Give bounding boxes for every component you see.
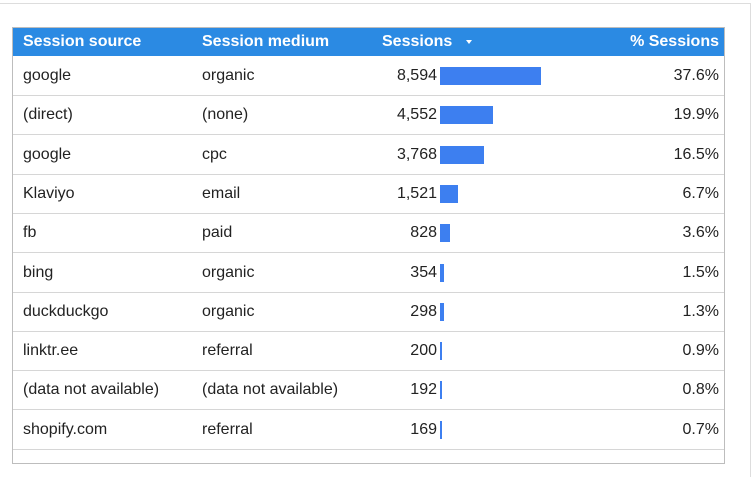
percent-sessions: 1.5%	[682, 263, 719, 281]
sessions: 1,521	[396, 184, 437, 202]
session-source: (direct)	[23, 106, 73, 124]
table-row: shopify.com referral 169 0.7%	[13, 410, 724, 450]
session-source: Klaviyo	[23, 184, 75, 202]
table-row: linktr.ee referral 200 0.9%	[13, 331, 724, 372]
session-source: google	[23, 145, 72, 163]
table: Session source Session medium Sessions %…	[12, 27, 725, 464]
percent-sessions: 3.6%	[682, 224, 719, 242]
session-medium: paid	[202, 224, 233, 242]
sessions-bar	[440, 263, 445, 282]
session-medium: referral	[202, 342, 253, 360]
session-source: google	[23, 67, 72, 84]
table-row: duckduckgo organic 298 1.3%	[13, 292, 724, 332]
table-row: fb paid 828 3.6%	[13, 213, 724, 254]
session-medium: cpc	[202, 145, 227, 163]
sessions: 8,594	[396, 67, 437, 84]
session-medium: organic	[202, 263, 255, 281]
sessions-bar	[440, 381, 443, 400]
percent-sessions: 6.7%	[682, 184, 719, 202]
sessions-bar	[440, 342, 443, 361]
sessions-bar	[440, 302, 444, 321]
table-header: Session source Session medium Sessions %…	[13, 28, 724, 56]
column-header[interactable]: Sessions	[382, 33, 453, 50]
session-medium: organic	[202, 67, 255, 84]
session-medium: (data not available)	[202, 381, 339, 399]
percent-sessions: 0.8%	[682, 381, 719, 399]
table-row: Klaviyo email 1,521 6.7%	[13, 174, 724, 214]
sessions-bar	[440, 420, 442, 439]
session-medium: email	[202, 184, 241, 202]
percent-sessions: 1.3%	[682, 302, 719, 320]
sessions: 4,552	[396, 106, 437, 124]
column-header[interactable]: Session source	[23, 33, 142, 50]
sessions-bar	[440, 224, 450, 243]
sessions: 169	[410, 420, 437, 438]
percent-sessions: 37.6%	[673, 67, 719, 84]
percent-sessions: 16.5%	[673, 145, 719, 163]
sessions-bar	[440, 184, 458, 203]
table-row: (direct) (none) 4,552 19.9%	[13, 95, 724, 136]
percent-sessions: 0.9%	[682, 342, 719, 360]
sessions: 200	[410, 342, 437, 360]
sessions: 192	[410, 381, 437, 399]
table-row: google cpc 3,768 16.5%	[13, 135, 724, 175]
sessions: 354	[410, 263, 437, 281]
sort-arrow[interactable]	[465, 38, 473, 46]
percent-sessions: 0.7%	[682, 420, 719, 438]
column-header[interactable]: Session medium	[202, 33, 330, 50]
sessions-bar	[440, 145, 485, 164]
session-source: fb	[23, 224, 37, 242]
sessions: 828	[410, 224, 437, 242]
table-row: google organic 8,594 37.6%	[13, 56, 724, 96]
sessions: 3,768	[396, 145, 437, 163]
session-source: (data not available)	[23, 381, 160, 399]
session-medium: organic	[202, 302, 255, 320]
sessions-bar	[440, 106, 494, 125]
session-source: bing	[23, 263, 54, 281]
frame	[0, 3, 751, 477]
sessions-bar	[440, 67, 541, 85]
session-medium: (none)	[202, 106, 249, 124]
sessions: 298	[410, 302, 437, 320]
table-row: (data not available) (data not available)…	[13, 370, 724, 411]
percent-sessions: 19.9%	[673, 106, 719, 124]
session-medium: referral	[202, 420, 253, 438]
session-source: shopify.com	[23, 420, 108, 438]
column-header[interactable]: % Sessions	[630, 33, 719, 50]
table-row: bing organic 354 1.5%	[13, 253, 724, 293]
session-source: linktr.ee	[23, 342, 79, 360]
session-source: duckduckgo	[23, 302, 109, 320]
